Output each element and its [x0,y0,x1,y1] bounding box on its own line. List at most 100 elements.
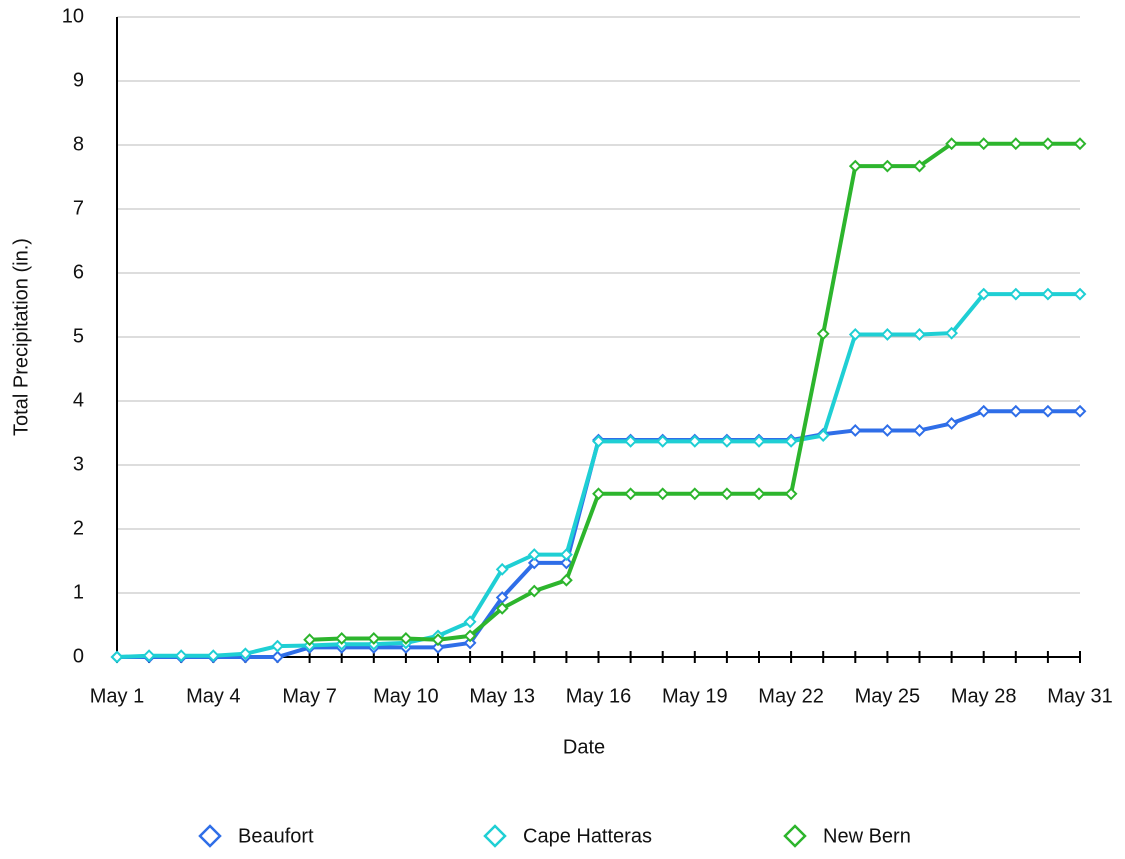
point [592,487,605,501]
point [271,639,284,653]
x-tick-label: May 28 [951,685,1017,707]
point [1073,137,1087,151]
point [110,650,124,664]
point [913,159,926,173]
legend-item: Beaufort [198,824,314,848]
point [945,326,959,340]
point [848,328,862,341]
legend-label: Cape Hatteras [523,825,652,847]
point [1041,137,1055,151]
point [913,328,926,341]
x-tick-label: May 16 [566,685,632,707]
point [271,650,284,664]
x-tick-label: May 13 [469,685,535,707]
legend-item: Cape Hatteras [483,824,652,848]
x-tick-label: May 4 [186,685,240,707]
point [656,434,670,448]
point [913,424,926,437]
point [720,434,734,448]
point [463,636,477,650]
y-tick-label: 3 [73,453,84,475]
point [688,487,702,501]
point [1073,404,1087,418]
point [945,416,959,430]
point [1041,404,1055,418]
point [527,584,541,598]
legend-marker [783,824,807,848]
y-tick-label: 7 [73,197,84,219]
point [880,328,894,341]
point [431,640,445,654]
legend-label: New Bern [823,825,911,847]
legend-marker [483,824,507,848]
point [720,487,734,501]
x-tick-label: May 10 [373,685,439,707]
x-axis-label: Date [563,736,605,758]
point [527,556,541,570]
point [463,629,477,643]
point [142,649,156,663]
y-tick-label: 9 [73,69,84,91]
y-axis-label: Total Precipitation (in.) [10,238,32,436]
y-tick-label: 6 [73,261,84,283]
point [335,632,349,645]
point [559,548,573,562]
point [977,137,991,151]
point [527,548,541,562]
legend-label: Beaufort [238,825,314,847]
point [1009,137,1023,151]
point [559,556,573,570]
point [1009,287,1023,301]
x-tick-label: May 31 [1047,685,1113,707]
x-tick-label: May 19 [662,685,728,707]
y-tick-label: 0 [73,645,84,667]
point [431,633,445,647]
point [303,633,317,647]
point [1009,404,1023,418]
point [238,647,252,661]
point [945,137,959,151]
y-tick-label: 10 [62,5,84,27]
point [816,327,830,341]
x-tick-label: May 7 [282,685,336,707]
point [399,632,413,645]
y-tick-label: 4 [73,389,84,411]
point [174,649,188,663]
point [367,632,381,645]
point [784,434,798,448]
y-tick-label: 8 [73,133,84,155]
point [495,562,509,576]
point [624,434,638,448]
point [592,434,605,448]
point [206,649,220,663]
point [624,487,638,501]
point [880,159,894,173]
point [752,487,766,501]
point [656,487,670,501]
point [1041,287,1055,301]
y-tick-label: 2 [73,517,84,539]
point [977,287,991,301]
point [495,601,509,615]
legend-item: New Bern [783,824,911,848]
point [880,424,894,437]
y-tick-label: 5 [73,325,84,347]
series-line [309,141,1080,642]
x-tick-label: May 22 [758,685,824,707]
point [816,429,830,442]
x-tick-label: May 1 [90,685,144,707]
point [848,424,862,437]
point [752,434,766,448]
point [559,573,573,587]
y-tick-label: 1 [73,581,84,603]
point [1073,287,1087,301]
point [977,404,991,418]
point [848,159,862,173]
legend-marker [198,824,222,848]
point [463,615,477,629]
series-line [116,292,1080,659]
point [784,487,798,501]
x-tick-label: May 25 [855,685,921,707]
